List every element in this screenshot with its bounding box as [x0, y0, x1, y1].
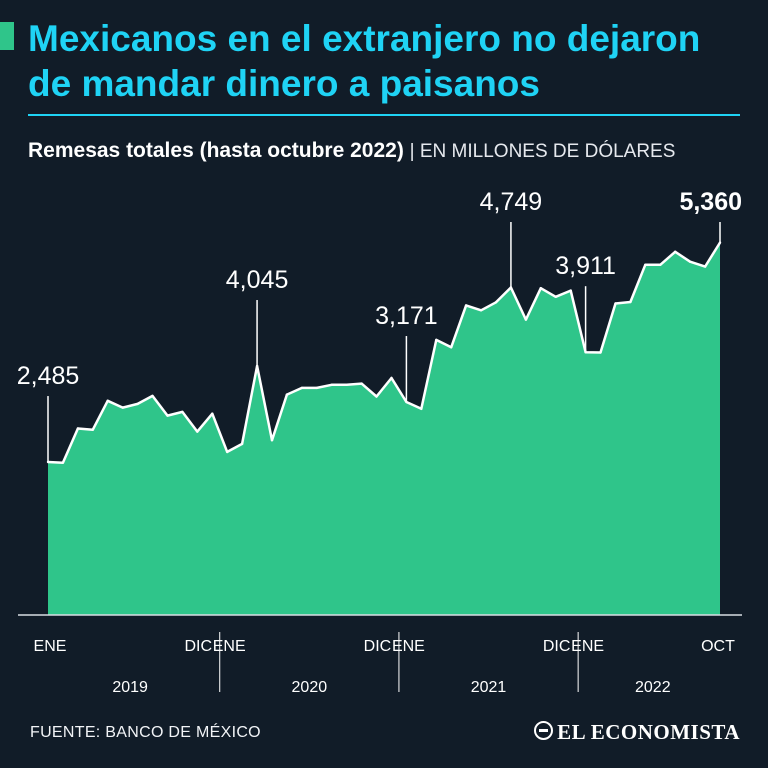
data-point-2020-12 [390, 376, 393, 380]
data-point-2019-03 [76, 427, 80, 430]
brand-name: EL ECONOMISTA [557, 720, 740, 744]
title-rule [28, 114, 740, 116]
year-label-2022: 2022 [635, 679, 671, 696]
title-accent-bar [0, 22, 14, 50]
subtitle-bold: Remesas totales (hasta octubre 2022) [28, 139, 404, 162]
data-point-2020-02 [240, 442, 244, 446]
data-point-2021-10 [539, 287, 542, 290]
x-tick-label-5: DIC [543, 638, 571, 655]
data-point-2020-07 [315, 386, 318, 390]
annotation-label-0: 2,485 [17, 362, 80, 390]
x-tick-label-3: DIC [364, 638, 392, 655]
data-point-2021-09 [524, 318, 528, 321]
data-point-2019-10 [181, 410, 184, 414]
data-point-2019-08 [151, 394, 154, 398]
data-point-2020-09 [345, 383, 348, 386]
x-tick-label-1: DIC [184, 638, 212, 655]
data-point-2019-05 [106, 399, 109, 402]
annotation-label-5: 5,360 [679, 188, 742, 216]
data-point-2020-08 [330, 383, 333, 386]
data-point-2020-11 [375, 395, 378, 398]
x-tick-label-6: ENE [571, 638, 604, 655]
brand-logo: EL ECONOMISTA [534, 720, 740, 745]
data-point-2022-04 [629, 300, 632, 304]
year-label-2021: 2021 [471, 679, 507, 696]
data-point-2021-05 [464, 304, 468, 307]
series-line [47, 241, 722, 464]
data-point-2019-07 [136, 402, 139, 406]
annotation-label-3: 4,749 [480, 188, 543, 216]
data-point-2021-11 [554, 295, 557, 298]
data-point-2019-12 [211, 412, 214, 415]
subtitle-unit: | EN MILLONES DE DÓLARES [409, 141, 676, 162]
data-point-2021-06 [479, 309, 483, 312]
data-point-2021-02 [420, 407, 423, 410]
data-point-2020-10 [360, 382, 363, 385]
year-label-2019: 2019 [112, 679, 148, 696]
source-note: FUENTE: BANCO DE MÉXICO [30, 724, 261, 741]
data-point-2022-05 [644, 263, 647, 266]
data-point-2019-04 [91, 428, 95, 431]
data-point-2022-06 [659, 263, 662, 266]
data-point-2021-03 [435, 338, 438, 342]
data-point-2022-08 [688, 260, 692, 263]
chart-title: Mexicanos en el extranjero no dejaron de… [28, 18, 701, 104]
annotation-label-2: 3,171 [375, 302, 438, 330]
x-tick-label-2: ENE [213, 638, 246, 655]
x-tick-label-0: ENE [34, 638, 67, 655]
data-point-2019-06 [121, 406, 124, 409]
chart-subtitle: Remesas totales (hasta octubre 2022) | E… [28, 134, 708, 168]
data-point-2019-02 [61, 461, 65, 464]
series-area [48, 242, 720, 615]
data-point-2021-12 [569, 289, 572, 292]
data-point-2021-04 [450, 346, 453, 349]
data-point-2019-11 [196, 430, 199, 433]
annotation-label-4: 3,911 [555, 252, 616, 280]
year-label-2020: 2020 [292, 679, 328, 696]
x-tick-label-7: OCT [701, 638, 735, 655]
x-tick-label-4: ENE [392, 638, 425, 655]
data-point-2022-02 [599, 351, 602, 354]
data-point-2022-03 [614, 302, 617, 305]
data-point-2022-09 [703, 265, 707, 268]
data-point-2020-04 [270, 439, 274, 442]
brand-icon [534, 721, 554, 740]
data-point-2022-07 [674, 250, 677, 253]
data-point-2019-09 [166, 414, 169, 417]
annotation-label-1: 4,045 [226, 266, 289, 294]
data-point-2020-01 [226, 450, 229, 454]
data-point-2021-07 [494, 301, 498, 304]
data-point-2020-06 [300, 386, 304, 390]
data-point-2020-05 [285, 393, 289, 396]
